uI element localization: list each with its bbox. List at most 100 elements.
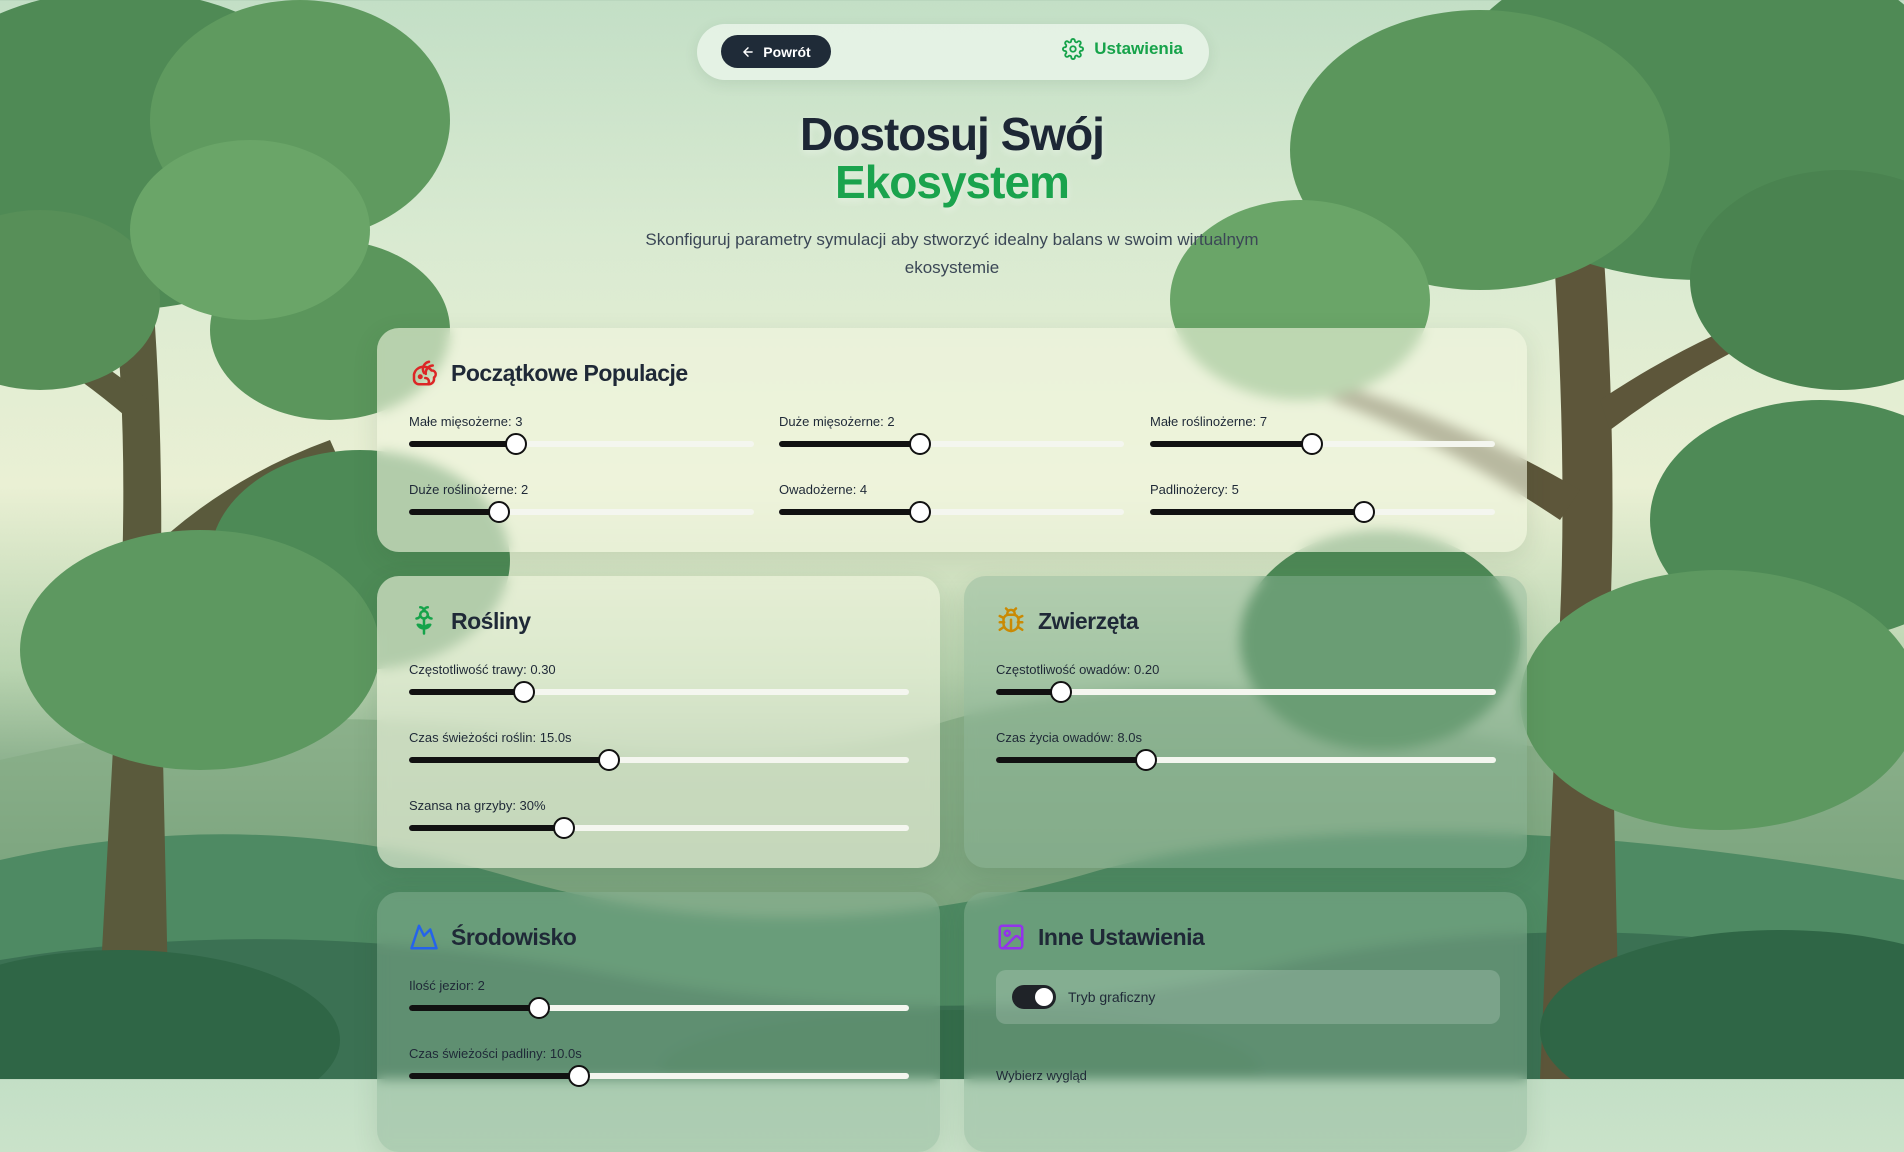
page-title-line2: Ekosystem bbox=[835, 156, 1070, 208]
slider-track[interactable] bbox=[409, 1065, 909, 1087]
slider-label: Ilość jezior: 2 bbox=[409, 978, 485, 993]
hero-section: Dostosuj Swój Ekosystem Skonfiguruj para… bbox=[0, 110, 1904, 282]
slider-thumb[interactable] bbox=[487, 501, 510, 523]
slider-thumb[interactable] bbox=[1352, 501, 1375, 523]
slider-large-herbivores: Duże roślinożerne: 2 bbox=[409, 482, 754, 523]
appearance-label: Wybierz wygląd bbox=[996, 1068, 1087, 1083]
slider-track[interactable] bbox=[1150, 433, 1495, 455]
slider-fill bbox=[1150, 509, 1364, 515]
environment-panel: Środowisko Ilość jezior: 2 Czas świeżośc… bbox=[377, 892, 940, 1152]
populations-title-label: Początkowe Populacje bbox=[451, 359, 688, 386]
plants-title: Rośliny bbox=[409, 606, 531, 636]
settings-link-label: Ustawienia bbox=[1094, 39, 1183, 58]
bug-icon bbox=[998, 607, 1024, 633]
slider-track[interactable] bbox=[409, 501, 754, 523]
other-settings-title: Inne Ustawienia bbox=[996, 922, 1205, 952]
graphics-mode-label: Tryb graficzny bbox=[1068, 989, 1156, 1005]
slider-fill bbox=[996, 757, 1146, 763]
slider-track[interactable] bbox=[1150, 501, 1495, 523]
slider-thumb[interactable] bbox=[598, 749, 620, 771]
slider-insect-frequency: Częstotliwość owadów: 0.20 bbox=[996, 662, 1496, 703]
slider-thumb[interactable] bbox=[1301, 433, 1324, 455]
page-title-line1: Dostosuj Swój bbox=[800, 108, 1105, 160]
populations-title: Początkowe Populacje bbox=[409, 358, 688, 388]
slider-insectivores: Owadożerne: 4 bbox=[779, 482, 1124, 523]
slider-thumb[interactable] bbox=[528, 997, 550, 1019]
slider-label: Częstotliwość owadów: 0.20 bbox=[996, 662, 1160, 677]
slider-track[interactable] bbox=[996, 749, 1496, 771]
slider-fill bbox=[779, 441, 921, 447]
slider-carrion-freshness: Czas świeżości padliny: 10.0s bbox=[409, 1046, 909, 1087]
slider-mushroom-chance: Szansa na grzyby: 30% bbox=[409, 798, 909, 839]
top-nav-bar: Powrót Ustawienia bbox=[697, 24, 1209, 80]
slider-fill bbox=[409, 1005, 539, 1011]
other-settings-panel: Inne Ustawienia Tryb graficzny Wybierz w… bbox=[964, 892, 1527, 1152]
slider-fill bbox=[996, 689, 1061, 695]
slider-thumb[interactable] bbox=[909, 501, 932, 523]
plants-title-label: Rośliny bbox=[451, 607, 531, 634]
slider-fill bbox=[409, 689, 524, 695]
slider-thumb[interactable] bbox=[909, 433, 932, 455]
slider-label: Duże mięsożerne: 2 bbox=[779, 414, 895, 429]
rabbit-icon bbox=[412, 360, 437, 386]
flower-icon bbox=[415, 606, 433, 635]
graphics-mode-toggle[interactable] bbox=[1012, 985, 1056, 1009]
slider-small-herbivores: Małe roślinożerne: 7 bbox=[1150, 414, 1495, 455]
animals-panel: Zwierzęta Częstotliwość owadów: 0.20 Cza… bbox=[964, 576, 1527, 868]
slider-label: Duże roślinożerne: 2 bbox=[409, 482, 529, 497]
mountain-icon bbox=[410, 924, 438, 950]
slider-label: Szansa na grzyby: 30% bbox=[409, 798, 546, 813]
slider-fill bbox=[779, 509, 921, 515]
slider-thumb[interactable] bbox=[513, 681, 535, 703]
environment-title-label: Środowisko bbox=[451, 923, 577, 950]
slider-label: Padlinożercy: 5 bbox=[1150, 482, 1239, 497]
page-subtitle: Skonfiguruj parametry symulacji aby stwo… bbox=[645, 230, 1259, 277]
slider-grass-frequency: Częstotliwość trawy: 0.30 bbox=[409, 662, 909, 703]
settings-link[interactable]: Ustawienia bbox=[1062, 38, 1183, 60]
slider-label: Małe roślinożerne: 7 bbox=[1150, 414, 1268, 429]
slider-thumb[interactable] bbox=[553, 817, 575, 839]
slider-fill bbox=[409, 757, 609, 763]
slider-track[interactable] bbox=[409, 749, 909, 771]
slider-thumb[interactable] bbox=[1135, 749, 1157, 771]
slider-thumb[interactable] bbox=[504, 433, 527, 455]
page-title: Dostosuj Swój Ekosystem bbox=[0, 110, 1904, 206]
slider-small-carnivores: Małe mięsożerne: 3 bbox=[409, 414, 754, 455]
slider-label: Małe mięsożerne: 3 bbox=[409, 414, 523, 429]
slider-label: Czas świeżości padliny: 10.0s bbox=[409, 1046, 582, 1061]
animals-title-label: Zwierzęta bbox=[1038, 607, 1139, 634]
slider-track[interactable] bbox=[409, 817, 909, 839]
environment-title: Środowisko bbox=[409, 922, 577, 952]
populations-panel: Początkowe Populacje Małe mięsożerne: 3 … bbox=[377, 328, 1527, 552]
slider-track[interactable] bbox=[779, 433, 1124, 455]
back-button-label: Powrót bbox=[763, 43, 811, 60]
slider-large-carnivores: Duże mięsożerne: 2 bbox=[779, 414, 1124, 455]
slider-fill bbox=[409, 825, 564, 831]
slider-track[interactable] bbox=[409, 997, 909, 1019]
slider-fill bbox=[1150, 441, 1313, 447]
slider-label: Częstotliwość trawy: 0.30 bbox=[409, 662, 556, 677]
plants-panel: Rośliny Częstotliwość trawy: 0.30 Czas ś… bbox=[377, 576, 940, 868]
slider-fill bbox=[409, 509, 499, 515]
slider-lake-count: Ilość jezior: 2 bbox=[409, 978, 909, 1019]
slider-insect-lifetime: Czas życia owadów: 8.0s bbox=[996, 730, 1496, 771]
slider-track[interactable] bbox=[409, 681, 909, 703]
slider-thumb[interactable] bbox=[568, 1065, 590, 1087]
slider-label: Czas życia owadów: 8.0s bbox=[996, 730, 1142, 745]
slider-track[interactable] bbox=[779, 501, 1124, 523]
slider-track[interactable] bbox=[409, 433, 754, 455]
toggle-knob bbox=[1035, 988, 1053, 1006]
slider-plant-freshness: Czas świeżości roślin: 15.0s bbox=[409, 730, 909, 771]
other-settings-title-label: Inne Ustawienia bbox=[1038, 923, 1205, 950]
slider-fill bbox=[409, 441, 516, 447]
slider-label: Owadożerne: 4 bbox=[779, 482, 868, 497]
graphics-mode-row: Tryb graficzny bbox=[996, 970, 1500, 1024]
slider-track[interactable] bbox=[996, 681, 1496, 703]
back-button[interactable]: Powrót bbox=[721, 35, 831, 68]
slider-thumb[interactable] bbox=[1050, 681, 1072, 703]
slider-scavengers: Padlinożercy: 5 bbox=[1150, 482, 1495, 523]
slider-label: Czas świeżości roślin: 15.0s bbox=[409, 730, 572, 745]
slider-fill bbox=[409, 1073, 579, 1079]
image-icon bbox=[998, 924, 1024, 950]
gear-icon bbox=[1062, 38, 1085, 60]
